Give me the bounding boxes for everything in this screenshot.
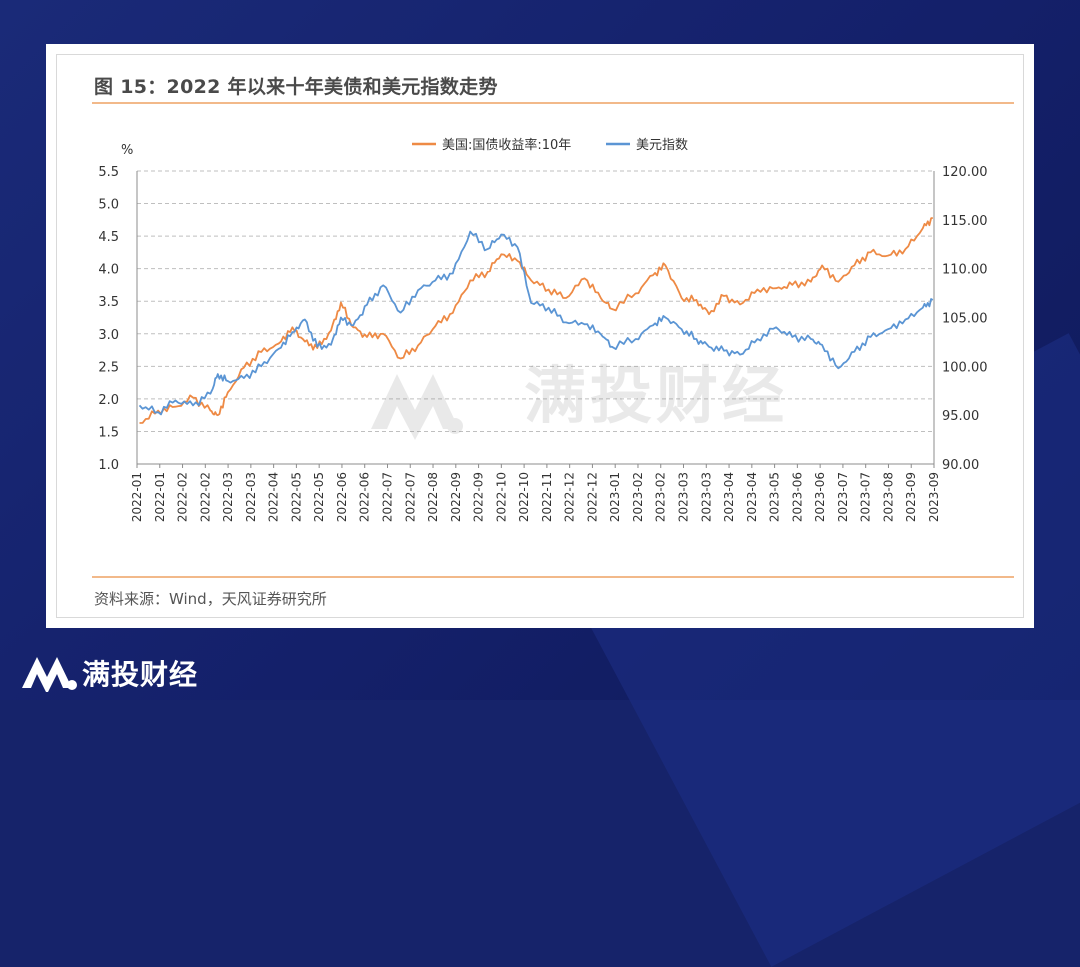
x-tick-label: 2022-12 [585, 472, 599, 522]
x-tick-label: 2023-02 [654, 472, 668, 522]
x-tick-label: 2022-05 [289, 472, 303, 522]
x-tick-label: 2022-11 [540, 472, 554, 522]
title-divider [92, 102, 1014, 104]
y-right-tick-label: 95.00 [942, 409, 979, 424]
legend-label-dollar: 美元指数 [636, 138, 688, 153]
x-tick-label: 2022-10 [494, 472, 508, 522]
y-left-tick-label: 2.5 [98, 360, 119, 375]
chart-series [138, 217, 934, 424]
y-left-tick-label: 5.5 [98, 165, 119, 180]
x-tick-label: 2022-02 [198, 472, 212, 522]
watermark-logo-icon [371, 374, 463, 440]
y-left-tick-label: 4.0 [98, 263, 119, 278]
watermark: 满投财经 [371, 359, 788, 440]
x-tick-label: 2022-01 [153, 472, 167, 522]
x-tick-label: 2022-08 [426, 472, 440, 522]
x-tick-label: 2022-12 [563, 472, 577, 522]
x-tick-label: 2022-04 [267, 472, 281, 522]
y-left-tick-label: 1.0 [98, 458, 119, 473]
chart-axes: 1.0 1.5 2.0 2.5 3.0 3.5 4.0 4.5 5.0 5.5 90.00 95.00… [98, 165, 987, 522]
x-tick-label: 2023-03 [699, 472, 713, 522]
brand-logo-icon [22, 657, 77, 692]
watermark-text: 满投财经 [524, 359, 788, 432]
x-tick-label: 2022-03 [221, 472, 235, 522]
x-tick-label: 2022-03 [244, 472, 258, 522]
source-divider [92, 576, 1014, 578]
x-tick-label: 2022-01 [130, 472, 144, 522]
x-tick-label: 2022-02 [176, 472, 190, 522]
x-tick-label: 2023-01 [608, 472, 622, 522]
chart-legend: 美国:国债收益率:10年 美元指数 [412, 137, 688, 153]
y-right-tick-label: 115.00 [942, 214, 988, 229]
x-tick-label: 2023-02 [631, 472, 645, 522]
x-tick-label: 2023-05 [768, 472, 782, 522]
x-tick-label: 2023-06 [790, 472, 804, 522]
x-tick-label: 2023-06 [813, 472, 827, 522]
y-right-tick-label: 110.00 [942, 263, 988, 278]
x-tick-label: 2022-10 [517, 472, 531, 522]
x-tick-label: 2023-09 [904, 472, 918, 522]
y-right-tick-label: 105.00 [942, 312, 988, 327]
x-tick-label: 2022-07 [403, 472, 417, 522]
x-tick-label: 2022-06 [358, 472, 372, 522]
card-border [56, 54, 1024, 618]
left-axis-unit: % [121, 143, 133, 158]
y-right-tick-label: 90.00 [942, 458, 979, 473]
x-tick-label: 2023-08 [881, 472, 895, 522]
y-right-tick-label: 100.00 [942, 360, 988, 375]
y-left-tick-label: 1.5 [98, 425, 119, 440]
x-tick-label: 2023-03 [677, 472, 691, 522]
y-left-tick-label: 2.0 [98, 393, 119, 408]
series-line-us10y-yield [139, 217, 934, 424]
source-note: 资料来源：Wind，天风证券研究所 [94, 590, 327, 608]
x-tick-label: 2023-09 [927, 472, 941, 522]
x-tick-label: 2023-04 [745, 472, 759, 522]
y-left-tick-label: 3.0 [98, 328, 119, 343]
chart-title: 图 15：2022 年以来十年美债和美元指数走势 [94, 76, 498, 98]
line-chart: 满投财经 1.0 1.5 2.0 2.5 3.0 3.5 4.0 4.5 5.0 5.5 90.00… [98, 137, 987, 522]
series-line-dollar-index [138, 230, 934, 416]
x-tick-label: 2023-07 [836, 472, 850, 522]
x-tick-label: 2022-05 [312, 472, 326, 522]
y-left-tick-label: 3.5 [98, 295, 119, 310]
brand-name: 满投财经 [82, 658, 199, 691]
legend-label-yield: 美国:国债收益率:10年 [442, 137, 571, 153]
x-tick-label: 2022-07 [380, 472, 394, 522]
x-tick-label: 2023-04 [722, 472, 736, 522]
x-tick-label: 2023-07 [859, 472, 873, 522]
chart-card: 图 15：2022 年以来十年美债和美元指数走势 满投财经 1.0 1.5 2.0 2… [46, 44, 1034, 628]
x-tick-label: 2022-09 [449, 472, 463, 522]
y-right-tick-label: 120.00 [942, 165, 988, 180]
y-left-tick-label: 4.5 [98, 230, 119, 245]
x-tick-label: 2022-09 [472, 472, 486, 522]
x-tick-label: 2022-06 [335, 472, 349, 522]
y-left-tick-label: 5.0 [98, 198, 119, 213]
